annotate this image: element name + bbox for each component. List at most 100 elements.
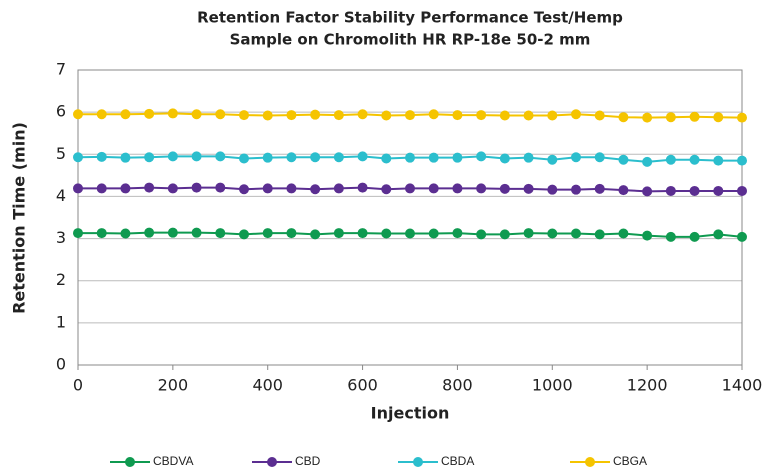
data-point xyxy=(310,184,321,195)
data-point xyxy=(120,152,131,163)
data-point xyxy=(286,110,297,121)
data-point xyxy=(239,110,249,121)
data-point xyxy=(642,112,653,123)
data-point xyxy=(286,228,297,239)
data-point xyxy=(642,186,653,197)
data-point xyxy=(689,154,700,165)
legend-label: CBDVA xyxy=(153,454,193,468)
y-tick-label: 2 xyxy=(56,270,66,289)
data-point xyxy=(239,184,249,195)
x-tick-label: 800 xyxy=(442,376,473,395)
data-point xyxy=(571,228,581,239)
data-point xyxy=(381,110,392,121)
legend-marker xyxy=(413,457,423,467)
data-point xyxy=(405,110,415,121)
x-tick-label: 200 xyxy=(158,376,189,395)
data-point xyxy=(310,229,321,240)
data-point xyxy=(452,183,463,194)
x-tick-label: 600 xyxy=(347,376,378,395)
data-point xyxy=(262,228,273,239)
data-point xyxy=(523,228,534,239)
data-point xyxy=(381,228,392,239)
data-point xyxy=(523,183,534,194)
data-point xyxy=(452,228,463,239)
data-point xyxy=(262,152,273,163)
y-axis-label: Retention Time (min) xyxy=(10,122,29,314)
data-point xyxy=(333,110,344,121)
data-point xyxy=(191,109,202,120)
data-point xyxy=(333,228,344,239)
data-point xyxy=(737,112,747,123)
data-point xyxy=(286,152,297,163)
data-point xyxy=(120,109,131,120)
data-point xyxy=(499,153,510,164)
data-point xyxy=(547,110,558,121)
data-point xyxy=(333,152,344,163)
data-point xyxy=(215,228,226,239)
data-point xyxy=(665,154,676,165)
data-point xyxy=(405,183,415,194)
legend-label: CBD xyxy=(295,454,321,468)
data-point xyxy=(96,151,107,162)
data-point xyxy=(665,112,676,123)
data-point xyxy=(428,228,439,239)
data-point xyxy=(144,227,155,238)
y-tick-label: 4 xyxy=(56,186,66,205)
x-tick-label: 0 xyxy=(73,376,83,395)
data-point xyxy=(547,184,558,195)
data-point xyxy=(547,154,558,165)
data-point xyxy=(310,109,321,120)
data-point xyxy=(215,151,226,162)
chart-title: Sample on Chromolith HR RP-18e 50-2 mm xyxy=(230,31,591,49)
x-tick-label: 1200 xyxy=(627,376,668,395)
data-point xyxy=(73,152,83,163)
data-point xyxy=(191,227,202,238)
data-point xyxy=(689,231,700,242)
legend-marker xyxy=(125,457,135,467)
data-point xyxy=(96,228,107,239)
data-point xyxy=(618,185,629,196)
data-point xyxy=(499,183,510,194)
data-point xyxy=(73,109,83,120)
y-tick-label: 6 xyxy=(56,102,66,121)
data-point xyxy=(452,152,463,163)
data-point xyxy=(144,152,155,163)
data-point xyxy=(239,153,249,164)
data-point xyxy=(713,112,724,123)
data-point xyxy=(428,183,439,194)
data-point xyxy=(96,183,107,194)
data-point xyxy=(167,227,178,238)
x-axis-label: Injection xyxy=(371,404,450,423)
data-point xyxy=(594,229,605,240)
data-point xyxy=(713,185,724,196)
data-point xyxy=(405,228,415,239)
x-tick-label: 1000 xyxy=(532,376,573,395)
data-point xyxy=(167,151,178,162)
data-point xyxy=(120,183,131,194)
data-point xyxy=(144,182,155,193)
data-point xyxy=(120,228,131,239)
legend-marker xyxy=(267,457,277,467)
data-point xyxy=(262,183,273,194)
data-point xyxy=(191,182,202,193)
data-point xyxy=(191,151,202,162)
data-point xyxy=(476,151,487,162)
data-point xyxy=(405,152,415,163)
data-point xyxy=(144,108,155,119)
data-point xyxy=(571,184,581,195)
data-point xyxy=(737,155,747,166)
data-point xyxy=(642,156,653,167)
data-point xyxy=(665,231,676,242)
data-point xyxy=(428,109,439,120)
data-point xyxy=(357,182,368,193)
legend-marker xyxy=(585,457,595,467)
data-point xyxy=(618,154,629,165)
data-point xyxy=(523,110,534,121)
x-tick-label: 1400 xyxy=(722,376,763,395)
y-tick-label: 3 xyxy=(56,228,66,247)
data-point xyxy=(239,229,249,240)
y-tick-label: 5 xyxy=(56,144,66,163)
y-tick-label: 0 xyxy=(56,355,66,374)
data-point xyxy=(737,231,747,242)
